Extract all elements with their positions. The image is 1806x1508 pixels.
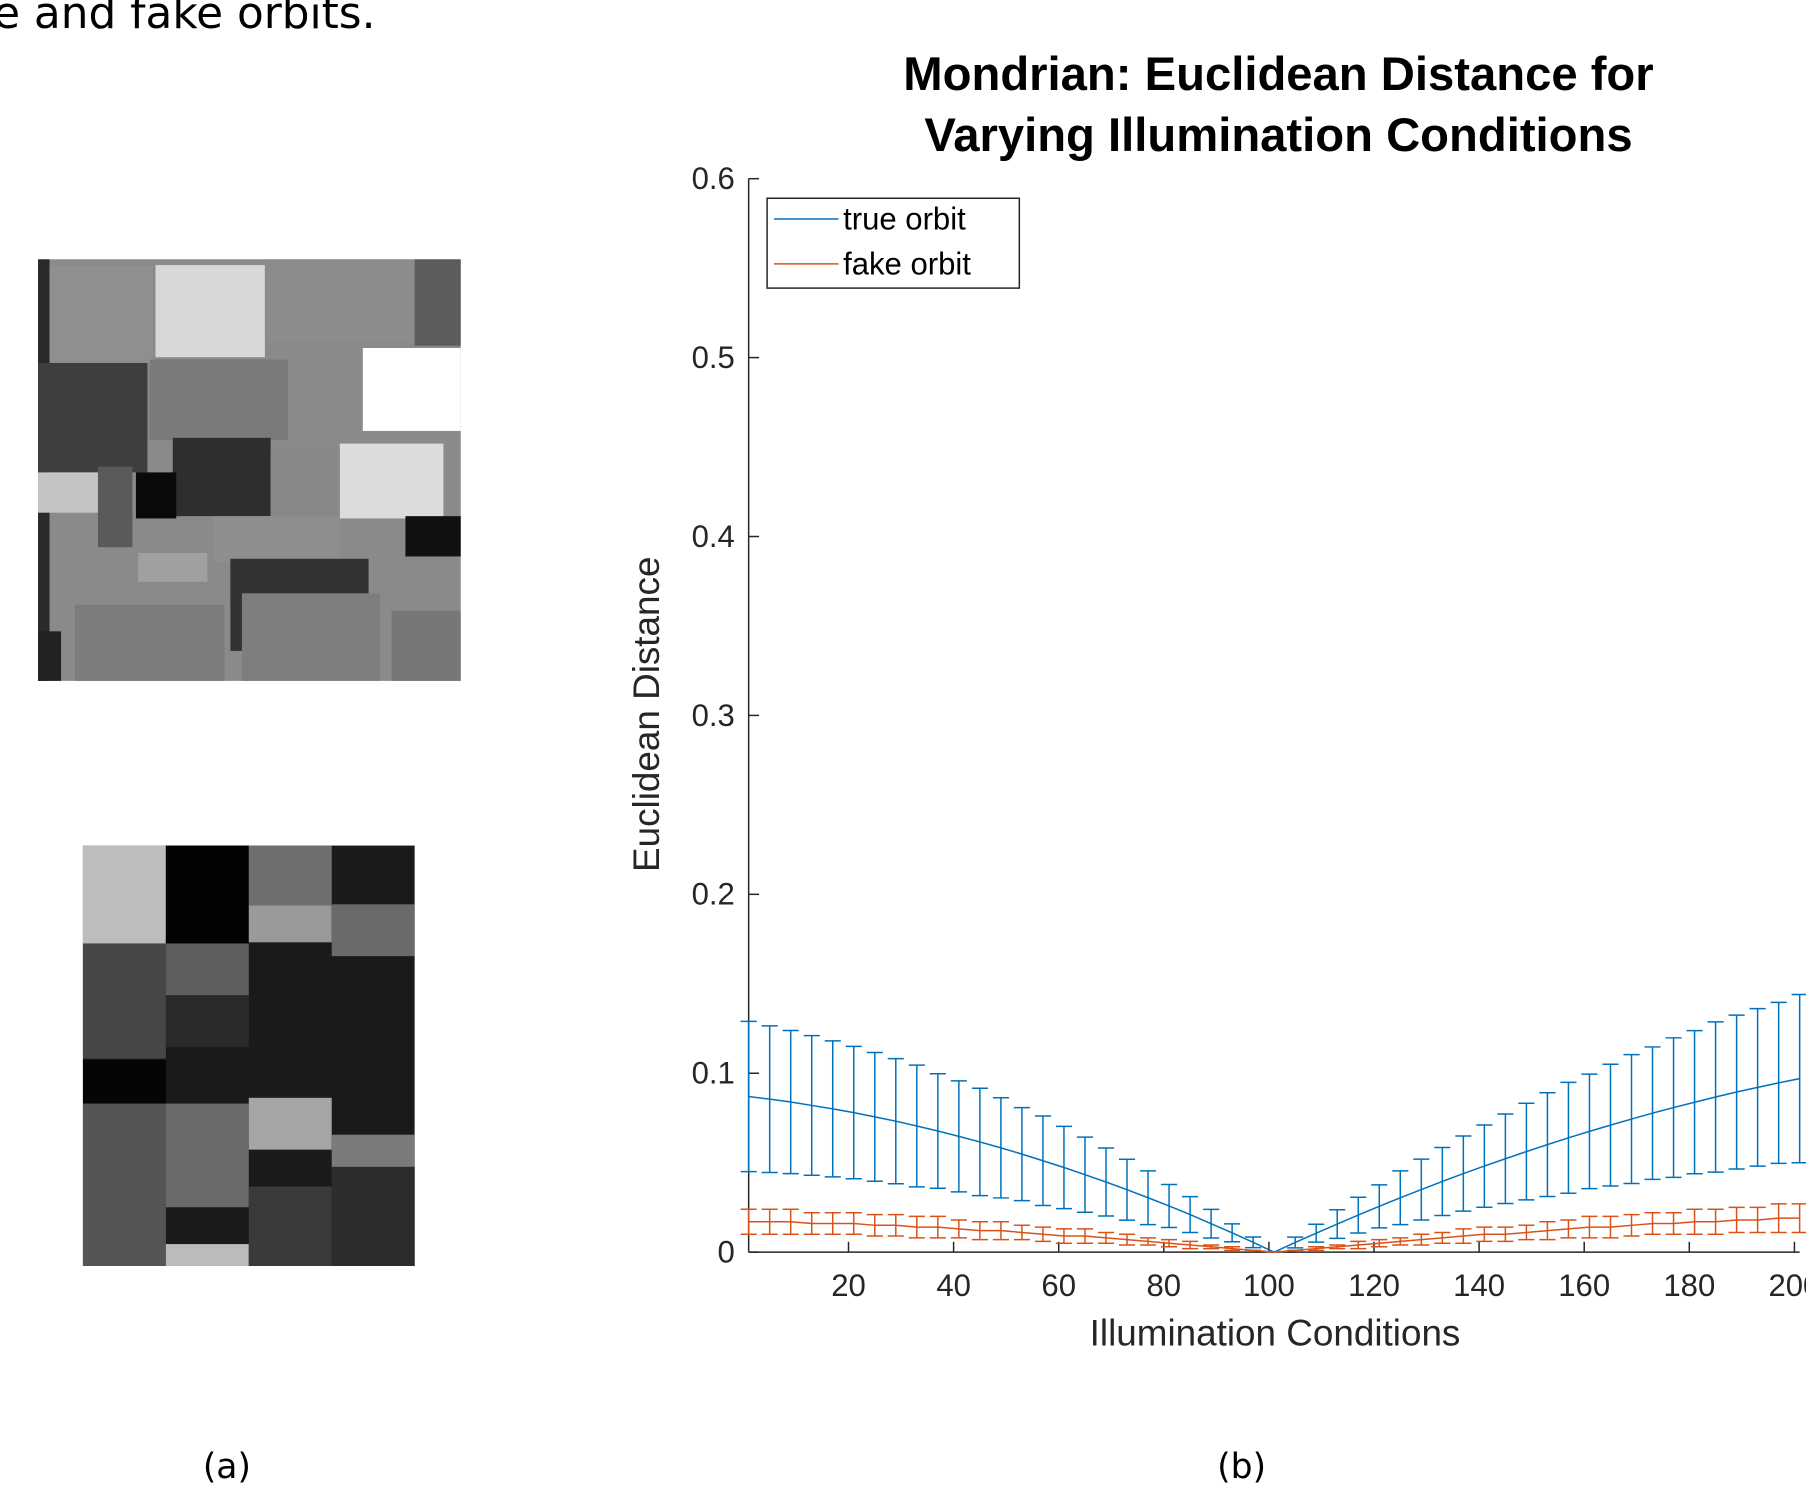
legend-label: fake orbit <box>843 246 971 281</box>
x-tick-label: 200 <box>1768 1268 1806 1303</box>
x-axis-label: Illumination Conditions <box>1090 1312 1461 1353</box>
x-tick-label: 100 <box>1243 1268 1295 1303</box>
error-bar <box>1791 993 1806 1164</box>
series-line <box>748 1217 1800 1253</box>
x-tick-label: 140 <box>1453 1268 1505 1303</box>
x-tick-label: 80 <box>1147 1268 1182 1303</box>
x-tick-label: 20 <box>831 1268 866 1303</box>
x-tick-label: 120 <box>1348 1268 1400 1303</box>
x-tick-label: 40 <box>936 1268 971 1303</box>
x-tick-label: 160 <box>1558 1268 1610 1303</box>
y-axis-label: Euclidean Distance <box>626 557 667 872</box>
legend-box <box>766 197 1021 289</box>
y-tick-label: 0.4 <box>692 519 735 554</box>
y-tick-label: 0.6 <box>692 161 735 196</box>
caption: (a) <box>203 1447 251 1487</box>
chart-title: Mondrian: Euclidean Distance for <box>903 48 1653 101</box>
x-tick-label: 60 <box>1041 1268 1076 1303</box>
body-text: e and fake orbits. <box>0 0 375 39</box>
legend: true orbit fake orbit <box>766 197 1021 289</box>
y-tick-label: 0.3 <box>692 698 735 733</box>
chart-title: Varying Illumination Conditions <box>924 109 1632 162</box>
y-tick-label: 0.5 <box>692 340 735 375</box>
orbit-image <box>82 845 415 1266</box>
y-tick-label: 0.2 <box>692 877 735 912</box>
plot: 0 0.1 0.2 0.3 0.4 0.5 0.6 20 40 60 80 100 120 140 160 1… <box>692 161 1806 1303</box>
y-tick-label: 0.1 <box>692 1056 735 1091</box>
legend-label: true orbit <box>843 201 966 236</box>
x-tick-label: 180 <box>1663 1268 1715 1303</box>
mondrian-image <box>38 259 461 681</box>
y-tick-label: 0 <box>718 1235 735 1270</box>
caption: (b) <box>1217 1447 1266 1487</box>
